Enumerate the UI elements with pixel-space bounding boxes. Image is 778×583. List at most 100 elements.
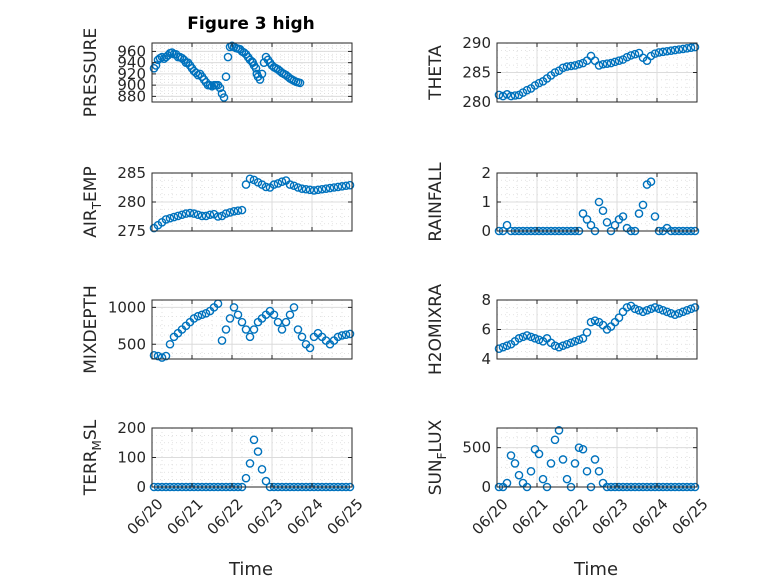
data-point: [594, 466, 604, 476]
data-point: [670, 45, 680, 55]
data-point: [277, 177, 287, 186]
data-point: [225, 208, 235, 217]
data-point: [674, 308, 684, 318]
data-point: [514, 470, 524, 480]
data-point: [157, 52, 167, 62]
data-point: [562, 474, 572, 484]
data-point: [333, 332, 343, 342]
data-point: [646, 304, 656, 314]
y-axis-label-tail: SL: [81, 419, 101, 440]
data-point: [305, 343, 315, 353]
data-point: [642, 306, 652, 315]
data-point: [273, 317, 283, 327]
data-point: [578, 334, 588, 343]
data-point: [502, 90, 512, 99]
data-point: [337, 182, 347, 191]
data-point: [217, 336, 227, 345]
data-point: [550, 435, 560, 445]
data-point: [630, 304, 640, 314]
data-point: [526, 466, 536, 476]
data-point: [193, 210, 203, 220]
data-point: [506, 451, 516, 460]
y-axis-label: TERRMSL: [81, 419, 104, 496]
data-point: [582, 466, 592, 476]
y-tick-label: 0: [481, 222, 491, 240]
data-point: [245, 55, 255, 65]
data-point: [313, 185, 323, 195]
y-tick-label: 100: [117, 449, 146, 467]
data-point: [317, 184, 327, 194]
data-point: [221, 209, 231, 218]
subplot-6: 4 6 8 H2OMIXRA: [426, 284, 700, 375]
data-point: [289, 303, 299, 312]
y-axis-label: RAINFALL: [426, 162, 446, 242]
data-point: [670, 310, 680, 320]
data-point: [253, 447, 263, 456]
data-point: [650, 49, 660, 58]
data-point: [510, 91, 520, 100]
data-point: [610, 220, 620, 230]
data-point: [526, 332, 536, 342]
data-point: [197, 211, 207, 221]
y-tick-label: 960: [117, 42, 146, 60]
axes-frame: [151, 42, 353, 103]
data-point: [686, 304, 696, 314]
data-point: [578, 444, 588, 454]
y-tick-label: 6: [481, 321, 491, 339]
data-point: [678, 307, 688, 317]
data-point: [594, 197, 604, 207]
data-point: [161, 351, 171, 361]
data-point: [191, 68, 201, 78]
y-axis-label-main: SUN: [426, 459, 446, 495]
y-tick-label: 900: [117, 76, 146, 94]
data-point: [229, 303, 239, 312]
y-tick-label: 1: [481, 193, 491, 211]
data-point: [538, 474, 548, 484]
data-point: [245, 459, 255, 468]
y-tick-label: 1000: [108, 298, 146, 316]
y-tick-label: 285: [462, 64, 491, 82]
data-point: [329, 183, 339, 192]
data-point: [606, 58, 616, 68]
data-point: [662, 46, 672, 56]
data-point: [602, 59, 612, 68]
data-point: [650, 303, 660, 312]
data-point: [690, 303, 700, 312]
data-point: [662, 307, 672, 317]
y-axis-label-subscript: F: [435, 452, 449, 459]
data-point: [550, 341, 560, 351]
data-point: [161, 215, 171, 224]
data-point: [321, 184, 331, 193]
data-point: [295, 78, 305, 88]
data-point: [574, 335, 584, 345]
data-point: [686, 43, 696, 53]
y-tick-label: 500: [462, 439, 491, 457]
data-point: [646, 177, 656, 186]
data-point: [570, 459, 580, 468]
data-point: [277, 325, 287, 334]
data-point: [181, 209, 191, 218]
data-point: [554, 342, 564, 352]
data-point: [610, 57, 620, 67]
data-point: [502, 341, 512, 351]
data-point: [201, 211, 211, 221]
y-axis-label: AIRTEMP: [81, 166, 104, 237]
data-point: [666, 308, 676, 318]
axes-frame: [151, 299, 353, 360]
y-tick-label: 200: [117, 419, 146, 437]
data-point: [590, 455, 600, 464]
data-point: [249, 435, 259, 445]
data-point: [305, 185, 315, 195]
data-point: [341, 330, 351, 339]
data-point: [261, 182, 271, 192]
data-point: [285, 310, 295, 320]
data-point: [219, 93, 229, 102]
figure-title: Figure 3 high: [187, 14, 315, 34]
data-point: [578, 209, 588, 218]
data-point: [502, 220, 512, 230]
subplot-5: 500 1000 MIXDEPTH: [81, 285, 355, 374]
y-axis-label-subscript: T: [90, 201, 104, 210]
subplot-4: 0 1 2 RAINFALL: [426, 162, 700, 242]
